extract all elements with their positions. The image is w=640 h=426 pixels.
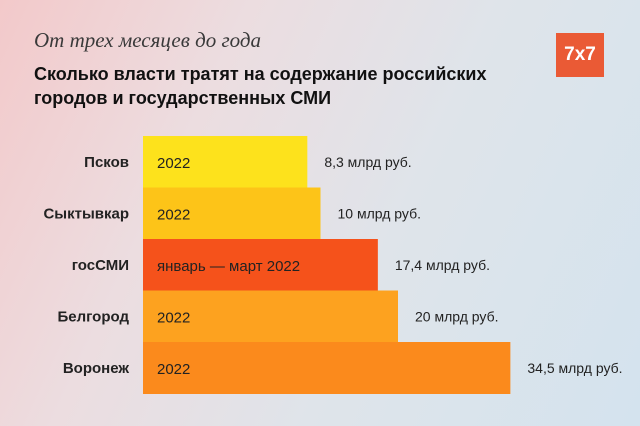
bar-1 bbox=[143, 187, 321, 240]
value-label-3: 20 млрд руб. bbox=[415, 308, 498, 324]
bar-period-label-2: январь — март 2022 bbox=[157, 258, 300, 275]
bar-period-label-1: 2022 bbox=[157, 206, 190, 223]
category-label-1: Сыктывкар bbox=[43, 205, 129, 222]
bar-period-label-3: 2022 bbox=[157, 309, 190, 326]
brand-logo: 7x7 bbox=[556, 33, 604, 77]
category-label-3: Белгород bbox=[57, 308, 129, 325]
bar-4 bbox=[143, 342, 511, 394]
value-label-0: 8,3 млрд руб. bbox=[324, 154, 411, 170]
category-label-2: госСМИ bbox=[72, 257, 129, 274]
chart-subtitle: От трех месяцев до года bbox=[34, 28, 262, 52]
value-label-2: 17,4 млрд руб. bbox=[395, 257, 490, 273]
bar-0 bbox=[143, 136, 308, 188]
bar-3 bbox=[143, 290, 398, 343]
bar-2 bbox=[143, 239, 378, 291]
bar-period-label-0: 2022 bbox=[157, 155, 190, 172]
chart-title: Сколько власти тратят на содержание росс… bbox=[34, 64, 487, 108]
category-label-4: Воронеж bbox=[63, 360, 130, 377]
value-label-4: 34,5 млрд руб. bbox=[527, 360, 622, 376]
category-label-0: Псков bbox=[84, 154, 129, 171]
value-label-1: 10 млрд руб. bbox=[338, 205, 421, 221]
bar-period-label-4: 2022 bbox=[157, 361, 190, 378]
